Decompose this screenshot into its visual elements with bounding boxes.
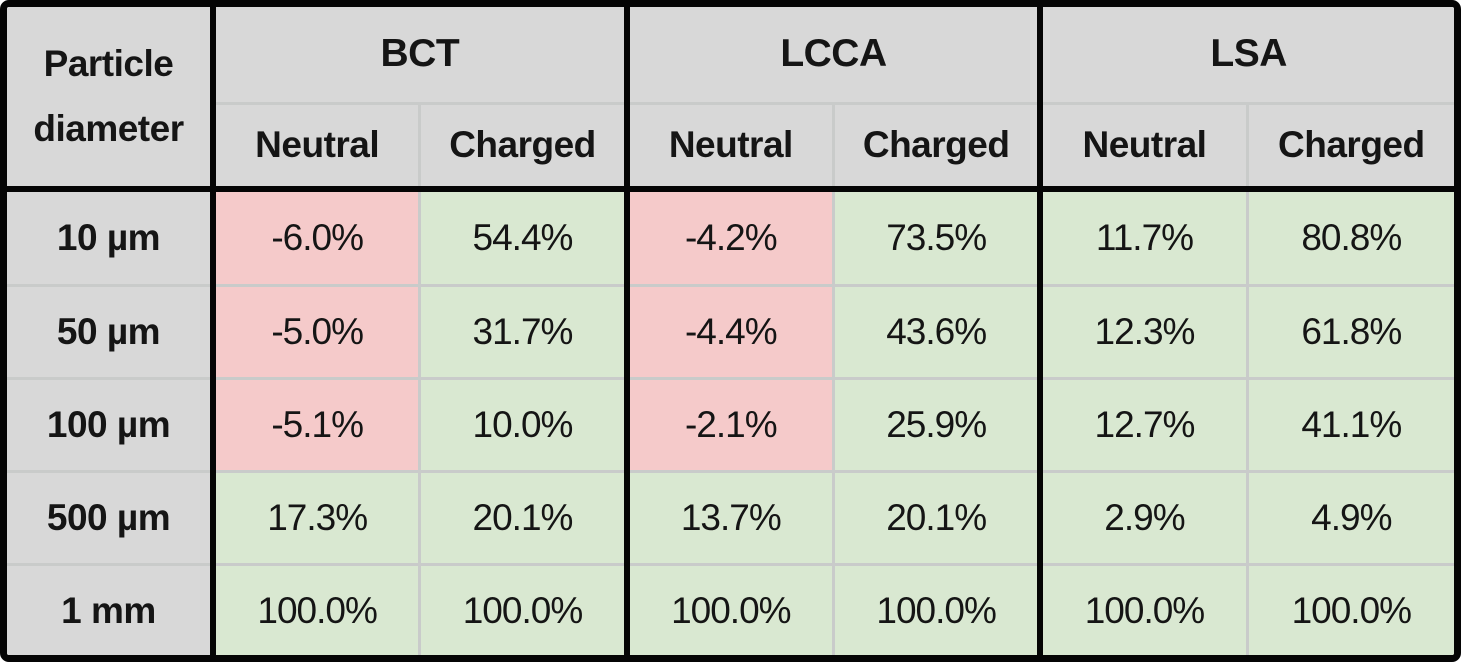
particle-diameter-line2: diameter	[33, 107, 184, 149]
subheader-bct-neutral: Neutral	[210, 101, 422, 191]
row-label: 50 µm	[7, 283, 215, 380]
value-cell: 2.9%	[1037, 470, 1249, 567]
table-row: 10 µm -6.0% 54.4% -4.2% 73.5% 11.7% 80.8%	[7, 185, 1454, 287]
value-cell: -5.0%	[210, 283, 422, 380]
value-cell: 4.9%	[1245, 470, 1454, 567]
subheader-lsa-neutral: Neutral	[1037, 101, 1249, 191]
value-cell: 100.0%	[210, 563, 422, 655]
column-group-lsa: LSA	[1037, 7, 1454, 105]
particle-deposition-table: Particle diameter BCT LCCA LSA Neutral C…	[7, 7, 1454, 655]
value-cell: -4.2%	[623, 185, 835, 287]
value-cell: 13.7%	[623, 470, 835, 567]
table-row: 1 mm 100.0% 100.0% 100.0% 100.0% 100.0% 100.0%	[7, 563, 1454, 655]
table-row: 500 µm 17.3% 20.1% 13.7% 20.1% 2.9% 4.9%	[7, 470, 1454, 567]
value-cell: 100.0%	[1037, 563, 1249, 655]
value-cell: 17.3%	[210, 470, 422, 567]
subheader-row: Neutral Charged Neutral Charged Neutral …	[7, 101, 1454, 191]
value-cell: 43.6%	[831, 283, 1042, 380]
value-cell: 41.1%	[1245, 376, 1454, 474]
value-cell: 25.9%	[831, 376, 1042, 474]
value-cell: -2.1%	[623, 376, 835, 474]
subheader-lcca-charged: Charged	[831, 101, 1042, 191]
value-cell: 80.8%	[1245, 185, 1454, 287]
column-group-bct: BCT	[210, 7, 629, 105]
column-group-lcca: LCCA	[623, 7, 1042, 105]
group-header-row: Particle diameter BCT LCCA LSA	[7, 7, 1454, 191]
subheader-bct-charged: Charged	[418, 101, 629, 191]
table-row: 50 µm -5.0% 31.7% -4.4% 43.6% 12.3% 61.8%	[7, 283, 1454, 380]
value-cell: 12.3%	[1037, 283, 1249, 380]
value-cell: -6.0%	[210, 185, 422, 287]
value-cell: 31.7%	[418, 283, 629, 380]
value-cell: 100.0%	[418, 563, 629, 655]
row-label: 1 mm	[7, 563, 215, 655]
value-cell: 11.7%	[1037, 185, 1249, 287]
value-cell: -5.1%	[210, 376, 422, 474]
value-cell: 10.0%	[418, 376, 629, 474]
row-label: 10 µm	[7, 185, 215, 287]
value-cell: -4.4%	[623, 283, 835, 380]
value-cell: 20.1%	[831, 470, 1042, 567]
value-cell: 54.4%	[418, 185, 629, 287]
row-label: 100 µm	[7, 376, 215, 474]
row-header-particle-diameter: Particle diameter	[7, 7, 215, 191]
value-cell: 20.1%	[418, 470, 629, 567]
value-cell: 100.0%	[623, 563, 835, 655]
particle-diameter-line1: Particle	[43, 42, 174, 84]
value-cell: 100.0%	[831, 563, 1042, 655]
subheader-lcca-neutral: Neutral	[623, 101, 835, 191]
table-row: 100 µm -5.1% 10.0% -2.1% 25.9% 12.7% 41.1%	[7, 376, 1454, 474]
subheader-lsa-charged: Charged	[1245, 101, 1454, 191]
value-cell: 12.7%	[1037, 376, 1249, 474]
value-cell: 100.0%	[1245, 563, 1454, 655]
value-cell: 73.5%	[831, 185, 1042, 287]
value-cell: 61.8%	[1245, 283, 1454, 380]
row-label: 500 µm	[7, 470, 215, 567]
